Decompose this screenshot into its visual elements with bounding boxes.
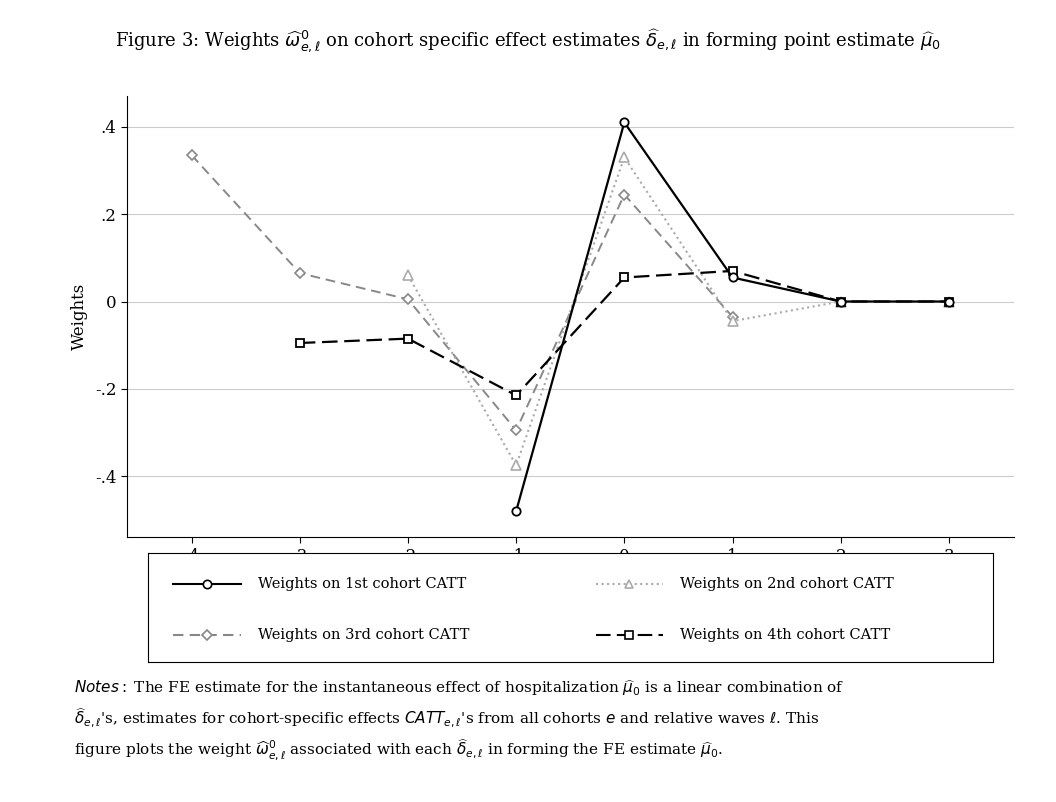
Text: Weights on 3rd cohort CATT: Weights on 3rd cohort CATT xyxy=(258,628,469,642)
Y-axis label: Weights: Weights xyxy=(71,283,88,350)
Text: Figure 3: Weights $\widehat{\omega}^{0}_{e,\ell}$ on cohort specific effect esti: Figure 3: Weights $\widehat{\omega}^{0}_… xyxy=(115,28,941,55)
X-axis label: Relative Wave: Relative Wave xyxy=(511,570,629,587)
Text: $\it{Notes:}$ The FE estimate for the instantaneous effect of hospitalization $\: $\it{Notes:}$ The FE estimate for the in… xyxy=(74,678,845,764)
Text: Weights on 2nd cohort CATT: Weights on 2nd cohort CATT xyxy=(680,577,893,591)
Text: Weights on 1st cohort CATT: Weights on 1st cohort CATT xyxy=(258,577,466,591)
Text: Weights on 4th cohort CATT: Weights on 4th cohort CATT xyxy=(680,628,890,642)
